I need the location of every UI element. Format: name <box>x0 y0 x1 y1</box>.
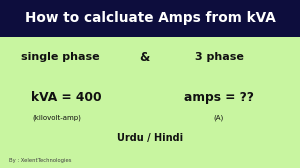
Bar <box>0 0 300 37</box>
Text: &: & <box>139 51 149 64</box>
Text: 3 phase: 3 phase <box>195 52 243 62</box>
Text: kVA = 400: kVA = 400 <box>31 91 101 104</box>
Text: (kilovolt-amp): (kilovolt-amp) <box>33 114 81 121</box>
Text: amps = ??: amps = ?? <box>184 91 254 104</box>
Text: How to calcluate Amps from kVA: How to calcluate Amps from kVA <box>25 11 275 26</box>
Text: Urdu / Hindi: Urdu / Hindi <box>117 133 183 143</box>
Text: By : XelentTechnologies: By : XelentTechnologies <box>9 158 71 163</box>
Text: (A): (A) <box>214 114 224 121</box>
Text: single phase: single phase <box>21 52 99 62</box>
